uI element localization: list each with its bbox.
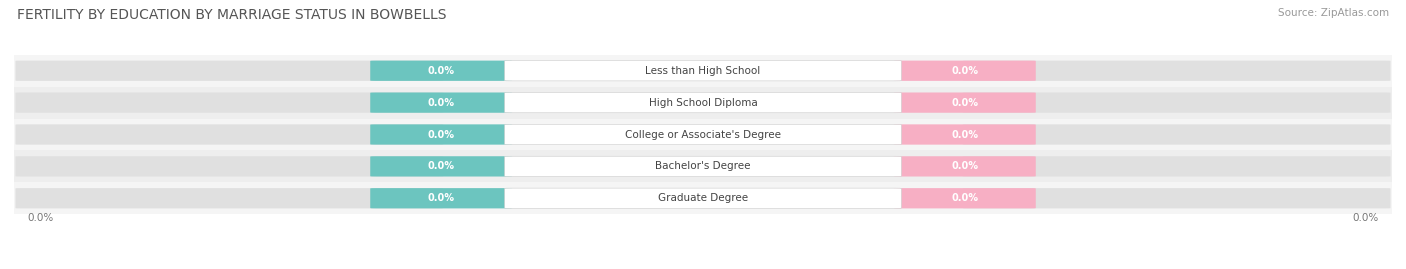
Text: High School Diploma: High School Diploma <box>648 98 758 108</box>
FancyBboxPatch shape <box>15 188 443 208</box>
FancyBboxPatch shape <box>505 188 901 208</box>
FancyBboxPatch shape <box>505 156 901 176</box>
Text: 0.0%: 0.0% <box>427 98 454 108</box>
FancyBboxPatch shape <box>505 61 901 81</box>
Text: 0.0%: 0.0% <box>1353 213 1378 223</box>
FancyBboxPatch shape <box>894 61 1036 81</box>
Text: FERTILITY BY EDUCATION BY MARRIAGE STATUS IN BOWBELLS: FERTILITY BY EDUCATION BY MARRIAGE STATU… <box>17 8 446 22</box>
FancyBboxPatch shape <box>370 61 512 81</box>
FancyBboxPatch shape <box>505 124 901 145</box>
FancyBboxPatch shape <box>963 156 1391 176</box>
FancyBboxPatch shape <box>963 93 1391 113</box>
Text: College or Associate's Degree: College or Associate's Degree <box>626 129 780 140</box>
Text: 0.0%: 0.0% <box>427 66 454 76</box>
Text: 0.0%: 0.0% <box>952 129 979 140</box>
FancyBboxPatch shape <box>370 188 512 208</box>
Text: 0.0%: 0.0% <box>952 161 979 171</box>
FancyBboxPatch shape <box>894 124 1036 145</box>
FancyBboxPatch shape <box>894 93 1036 113</box>
Text: 0.0%: 0.0% <box>952 193 979 203</box>
Text: Source: ZipAtlas.com: Source: ZipAtlas.com <box>1278 8 1389 18</box>
Text: Graduate Degree: Graduate Degree <box>658 193 748 203</box>
FancyBboxPatch shape <box>370 93 512 113</box>
Bar <box>14 150 1392 182</box>
FancyBboxPatch shape <box>894 156 1036 176</box>
FancyBboxPatch shape <box>15 93 443 113</box>
Text: 0.0%: 0.0% <box>952 66 979 76</box>
Bar <box>14 87 1392 119</box>
Text: 0.0%: 0.0% <box>427 193 454 203</box>
Text: Bachelor's Degree: Bachelor's Degree <box>655 161 751 171</box>
FancyBboxPatch shape <box>15 61 443 81</box>
Text: Less than High School: Less than High School <box>645 66 761 76</box>
Bar <box>14 182 1392 214</box>
FancyBboxPatch shape <box>15 124 443 145</box>
FancyBboxPatch shape <box>963 188 1391 208</box>
Text: 0.0%: 0.0% <box>427 129 454 140</box>
FancyBboxPatch shape <box>505 93 901 113</box>
Bar <box>14 119 1392 150</box>
Text: 0.0%: 0.0% <box>28 213 53 223</box>
FancyBboxPatch shape <box>370 156 512 176</box>
FancyBboxPatch shape <box>15 156 443 176</box>
FancyBboxPatch shape <box>963 124 1391 145</box>
Text: 0.0%: 0.0% <box>427 161 454 171</box>
Bar <box>14 55 1392 87</box>
FancyBboxPatch shape <box>370 124 512 145</box>
Text: 0.0%: 0.0% <box>952 98 979 108</box>
FancyBboxPatch shape <box>963 61 1391 81</box>
FancyBboxPatch shape <box>894 188 1036 208</box>
